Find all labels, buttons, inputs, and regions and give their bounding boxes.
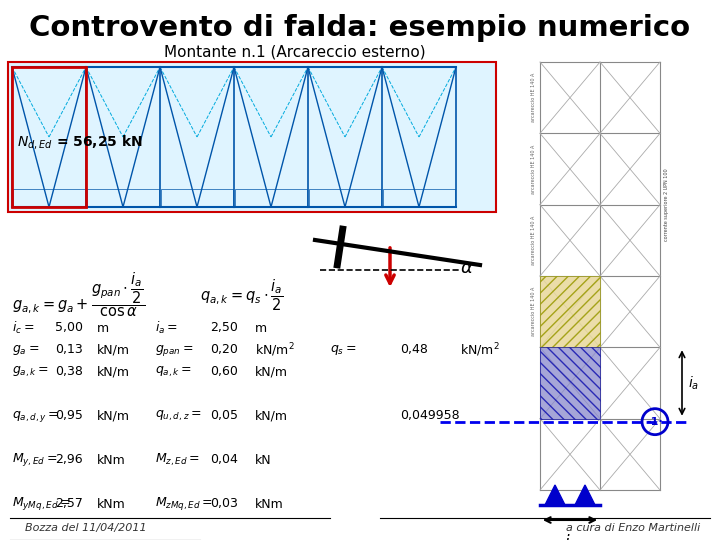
Text: $i_c=$: $i_c=$ <box>12 320 35 336</box>
Text: arcareccio HE 140 A: arcareccio HE 140 A <box>531 215 536 265</box>
Text: kN/m: kN/m <box>97 409 130 422</box>
Bar <box>540 347 600 418</box>
Bar <box>87 189 159 207</box>
Text: kN/m: kN/m <box>255 409 288 422</box>
Text: -1·: -1· <box>647 417 663 427</box>
Text: $N_{d,Ed}$ = 56,25 kN: $N_{d,Ed}$ = 56,25 kN <box>17 133 143 151</box>
Text: $q_{a,k}=$: $q_{a,k}=$ <box>155 365 192 379</box>
Text: 2,57: 2,57 <box>55 497 83 510</box>
Text: 5,00: 5,00 <box>55 321 83 334</box>
Bar <box>161 189 233 207</box>
Text: kN/m: kN/m <box>255 366 288 379</box>
Text: 0,04: 0,04 <box>210 454 238 467</box>
Text: 0,95: 0,95 <box>55 409 83 422</box>
Text: $g_{pan}=$: $g_{pan}=$ <box>155 342 194 357</box>
Text: $M_{yMq,Ed}=$: $M_{yMq,Ed}=$ <box>12 496 71 512</box>
Text: $q_{a,d,y}=$: $q_{a,d,y}=$ <box>12 408 59 423</box>
Text: kN/m$^2$: kN/m$^2$ <box>460 341 500 359</box>
Text: Bozza del 11/04/2011: Bozza del 11/04/2011 <box>25 523 147 533</box>
Bar <box>383 189 455 207</box>
Bar <box>8 62 496 212</box>
Bar <box>540 276 600 347</box>
Text: a cura di Enzo Martinelli: a cura di Enzo Martinelli <box>566 523 700 533</box>
Bar <box>309 189 381 207</box>
Text: $q_s=$: $q_s=$ <box>330 343 356 357</box>
Text: kNm: kNm <box>97 497 126 510</box>
Text: kN/m$^2$: kN/m$^2$ <box>255 341 294 359</box>
Bar <box>13 189 85 207</box>
Text: $q_{a,k} = q_s \cdot \dfrac{i_a}{2}$: $q_{a,k} = q_s \cdot \dfrac{i_a}{2}$ <box>200 278 284 313</box>
Text: $M_{y,Ed}=$: $M_{y,Ed}=$ <box>12 451 58 469</box>
Text: kN/m: kN/m <box>97 343 130 356</box>
Text: m: m <box>97 321 109 334</box>
Text: $g_a=$: $g_a=$ <box>12 343 40 357</box>
Bar <box>235 189 307 207</box>
Text: $i_c$: $i_c$ <box>564 532 577 540</box>
Text: 0,03: 0,03 <box>210 497 238 510</box>
Polygon shape <box>575 485 595 505</box>
Text: arcareccio HE 140 A: arcareccio HE 140 A <box>531 73 536 123</box>
Text: Controvento di falda: esempio numerico: Controvento di falda: esempio numerico <box>30 14 690 42</box>
Text: 2,96: 2,96 <box>55 454 83 467</box>
Text: 0,20: 0,20 <box>210 343 238 356</box>
Text: $M_{zMq,Ed}=$: $M_{zMq,Ed}=$ <box>155 496 213 512</box>
Text: kNm: kNm <box>255 497 284 510</box>
Text: arcareccio HE 140 A: arcareccio HE 140 A <box>531 287 536 336</box>
Text: 0,38: 0,38 <box>55 366 83 379</box>
Text: $g_{a,k} = g_a + \dfrac{g_{pan} \cdot \dfrac{i_a}{2}}{\cos\alpha}$: $g_{a,k} = g_a + \dfrac{g_{pan} \cdot \d… <box>12 271 145 319</box>
Text: kNm: kNm <box>97 454 126 467</box>
Text: kN: kN <box>255 454 271 467</box>
Text: 0,60: 0,60 <box>210 366 238 379</box>
Bar <box>12 67 86 207</box>
Text: corrente superiore 2 UPN 100: corrente superiore 2 UPN 100 <box>664 168 669 241</box>
Text: $M_{z,Ed}=$: $M_{z,Ed}=$ <box>155 452 200 468</box>
Text: 0,049958: 0,049958 <box>400 409 459 422</box>
Text: $\alpha$: $\alpha$ <box>460 259 474 277</box>
Text: arcareccio HE 140 A: arcareccio HE 140 A <box>531 144 536 194</box>
Text: 0,13: 0,13 <box>55 343 83 356</box>
Text: Montante n.1 (Arcareccio esterno): Montante n.1 (Arcareccio esterno) <box>164 44 426 59</box>
Text: $i_a$: $i_a$ <box>688 374 699 392</box>
Text: $q_{u,d,z}=$: $q_{u,d,z}=$ <box>155 409 202 423</box>
Text: $i_a=$: $i_a=$ <box>155 320 178 336</box>
Text: m: m <box>255 321 267 334</box>
Text: 0,05: 0,05 <box>210 409 238 422</box>
Text: 0,48: 0,48 <box>400 343 428 356</box>
Text: kN/m: kN/m <box>97 366 130 379</box>
Polygon shape <box>545 485 565 505</box>
Text: $g_{a,k}=$: $g_{a,k}=$ <box>12 365 49 379</box>
Text: 2,50: 2,50 <box>210 321 238 334</box>
